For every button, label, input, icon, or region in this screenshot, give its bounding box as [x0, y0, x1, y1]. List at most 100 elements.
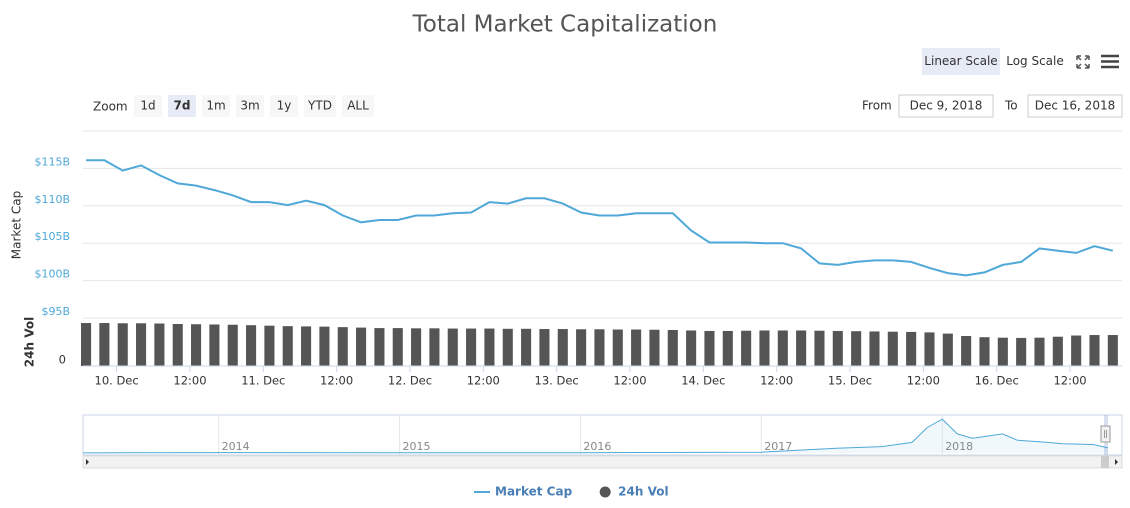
legend-label[interactable]: Market Cap	[495, 485, 573, 499]
legend-marker[interactable]	[599, 486, 611, 498]
scale-button-label[interactable]: Log Scale	[1006, 54, 1064, 68]
volume-bar	[594, 329, 605, 366]
zoom-button[interactable]	[236, 95, 264, 117]
navigator-tick-label: 2015	[403, 440, 431, 453]
to-date[interactable]: Dec 16, 2018	[1035, 99, 1115, 113]
volume-bar	[631, 329, 642, 366]
volume-bar	[722, 330, 733, 366]
zoom-button[interactable]	[342, 95, 374, 117]
scroll-left[interactable]	[86, 459, 89, 465]
volume-bar	[374, 328, 385, 366]
volume-bar	[246, 325, 257, 366]
y-axis-label: Market Cap	[10, 191, 24, 259]
y2-tick-label: 0	[59, 353, 66, 367]
volume-bar	[429, 328, 440, 366]
zoom-button[interactable]	[202, 95, 230, 117]
volume-bar	[172, 324, 183, 366]
chart-title: Total Market Capitalization	[412, 12, 718, 38]
volume-bar	[796, 330, 807, 366]
fullscreen-icon[interactable]	[1076, 55, 1090, 69]
y-tick-label: $115B	[34, 155, 70, 168]
volume-bar	[1071, 335, 1082, 366]
volume-bar	[887, 331, 898, 366]
from-date[interactable]: Dec 9, 2018	[910, 99, 983, 113]
x-tick-label: 12:00	[1053, 374, 1086, 388]
x-tick-label: 12:00	[320, 374, 353, 388]
volume-bar	[337, 327, 348, 366]
from-label: From	[862, 99, 892, 113]
volume-bar	[282, 326, 293, 366]
zoom-button-label[interactable]: 1d	[140, 99, 155, 113]
navigator-tick-label: 2014	[222, 440, 250, 453]
volume-bar	[906, 331, 917, 366]
zoom-button-label[interactable]: 7d	[174, 99, 191, 113]
navigator-handle[interactable]	[1100, 425, 1111, 443]
volume-bar	[502, 328, 513, 366]
menu-icon[interactable]	[1101, 54, 1119, 69]
scale-button-label[interactable]: Linear Scale	[924, 54, 997, 68]
volume-bar	[301, 326, 312, 366]
volume-bar	[686, 330, 697, 366]
volume-bar	[777, 330, 788, 366]
navigator-line	[82, 418, 1109, 454]
volume-bar	[832, 330, 843, 366]
volume-bar	[1089, 335, 1100, 366]
volume-bar	[227, 324, 238, 366]
scroll-right[interactable]	[1115, 459, 1118, 465]
zoom-button-label[interactable]: 3m	[240, 99, 259, 113]
navigator-tick-label: 2017	[764, 440, 792, 453]
legend-label[interactable]: 24h Vol	[618, 485, 668, 499]
volume-bar	[136, 323, 147, 366]
zoom-button[interactable]	[270, 95, 298, 117]
to-input[interactable]	[1027, 94, 1123, 118]
y-tick-label: $105B	[34, 230, 70, 243]
volume-bar	[961, 336, 972, 366]
volume-bar	[209, 324, 220, 366]
scrollbar-thumb[interactable]	[1101, 456, 1109, 468]
volume-bar	[117, 323, 128, 366]
volume-bar	[814, 330, 825, 366]
x-tick-label: 12:00	[467, 374, 500, 388]
volume-bar	[979, 337, 990, 366]
x-tick-label: 14. Dec	[681, 374, 725, 388]
y-tick-label: $100B	[34, 268, 70, 281]
volume-bar	[1016, 337, 1027, 366]
x-tick-label: 12. Dec	[388, 374, 432, 388]
volume-bar	[1052, 336, 1063, 366]
volume-bar	[521, 328, 532, 366]
zoom-button-label[interactable]: 1y	[277, 99, 292, 113]
x-tick-label: 12:00	[907, 374, 940, 388]
scale-button[interactable]	[922, 48, 1000, 75]
navigator-frame	[82, 414, 1123, 456]
from-input[interactable]	[898, 94, 994, 118]
zoom-button-label[interactable]: 1m	[206, 99, 225, 113]
volume-bar	[539, 329, 550, 366]
zoom-button[interactable]	[134, 95, 162, 117]
volume-bar	[154, 323, 165, 366]
volume-bar	[1107, 335, 1118, 366]
x-tick-label: 12:00	[760, 374, 793, 388]
volume-bar	[741, 330, 752, 366]
to-label: To	[1004, 99, 1018, 113]
volume-bar	[264, 325, 275, 366]
volume-bar	[576, 329, 587, 366]
volume-bar	[81, 323, 92, 366]
zoom-button-label[interactable]: ALL	[347, 99, 369, 113]
volume-bar	[557, 329, 568, 366]
volume-bar	[667, 330, 678, 366]
x-tick-label: 12:00	[613, 374, 646, 388]
zoom-button[interactable]	[168, 95, 196, 117]
scrollbar[interactable]	[82, 455, 1123, 469]
x-tick-label: 13. Dec	[535, 374, 579, 388]
volume-bar	[466, 328, 477, 366]
volume-bar	[392, 328, 403, 366]
volume-bar	[997, 337, 1008, 366]
volume-bar	[356, 327, 367, 366]
zoom-button-label[interactable]: YTD	[307, 99, 332, 113]
zoom-button[interactable]	[304, 95, 336, 117]
y-tick-label: $110B	[34, 193, 70, 206]
x-tick-label: 16. Dec	[975, 374, 1019, 388]
volume-bar	[411, 328, 422, 366]
volume-bar	[612, 329, 623, 366]
